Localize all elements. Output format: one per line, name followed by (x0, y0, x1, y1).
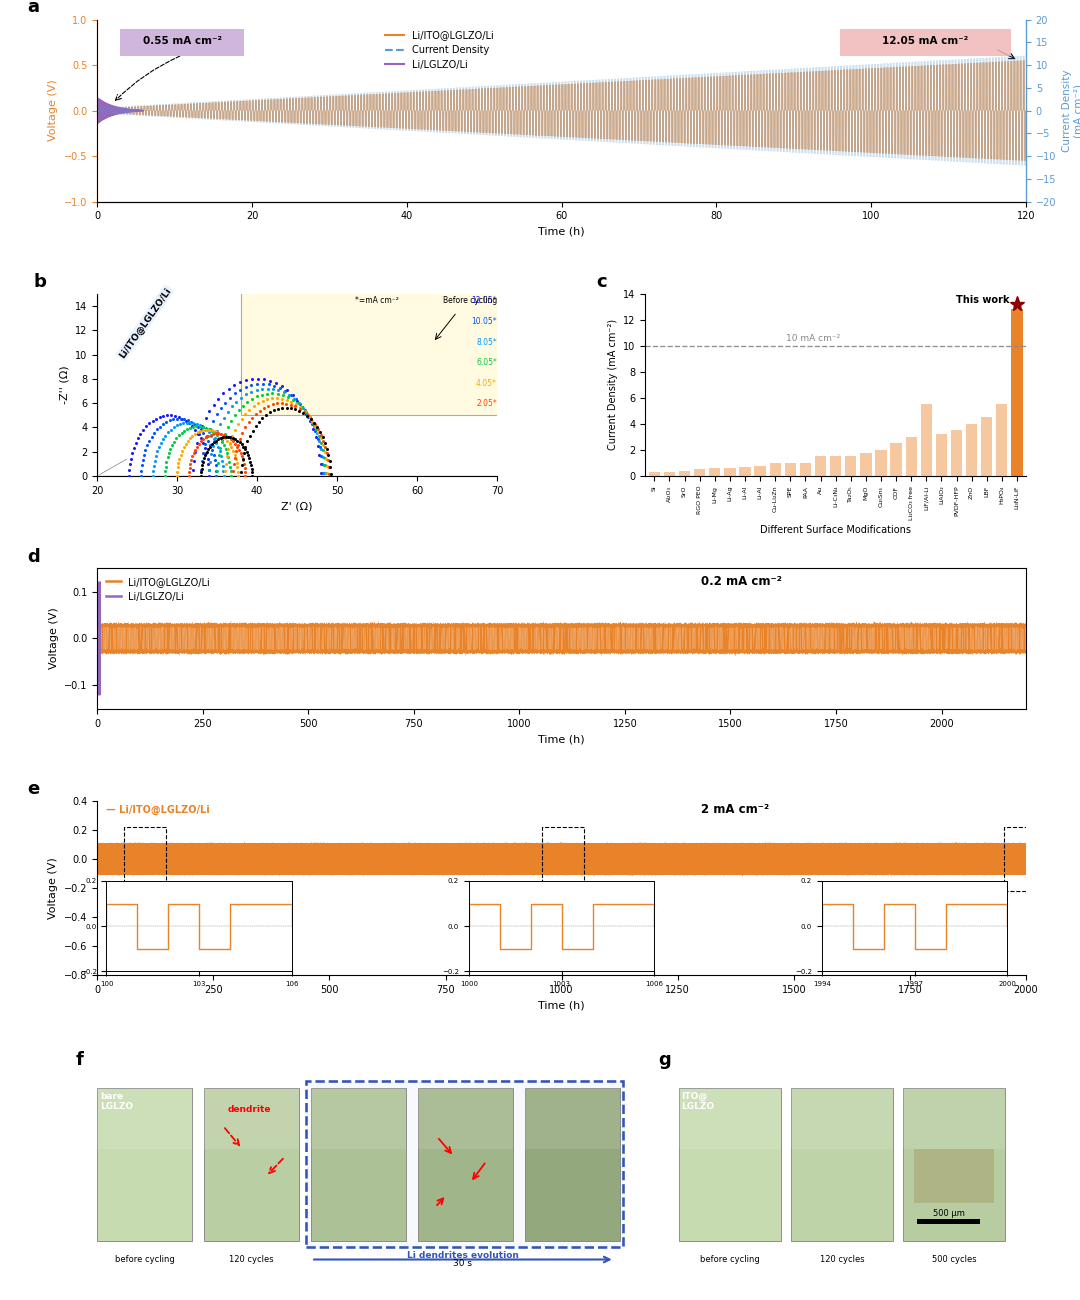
X-axis label: Time (h): Time (h) (538, 1000, 585, 1010)
Bar (121, 29, 244, 56)
X-axis label: Z' (Ω): Z' (Ω) (281, 502, 313, 511)
Bar (418, 1088, 513, 1242)
Text: Before cycling: Before cycling (443, 296, 497, 306)
Bar (904, 1088, 1005, 1242)
Bar (679, 1088, 781, 1242)
X-axis label: Different Surface Modifications: Different Surface Modifications (760, 525, 912, 536)
Bar (679, 1088, 781, 1149)
Bar (97, 1088, 192, 1149)
X-axis label: Time (h): Time (h) (538, 227, 585, 237)
Text: 6.05*: 6.05* (476, 359, 497, 367)
Bar (966, 424, 977, 476)
Legend: Li/ITO@LGLZO/Li, Current Density, Li/LGLZO/Li: Li/ITO@LGLZO/Li, Current Density, Li/LGL… (381, 26, 498, 74)
Bar (306, 1082, 623, 1247)
Text: 10.05*: 10.05* (471, 317, 497, 326)
Bar (845, 456, 856, 476)
Bar (904, 1088, 1005, 1149)
Text: g: g (659, 1050, 671, 1069)
Bar (917, 1219, 981, 1225)
Bar (664, 472, 675, 476)
Bar (725, 468, 735, 476)
Text: *=mA cm⁻²: *=mA cm⁻² (355, 296, 399, 306)
Text: d: d (28, 549, 40, 567)
Y-axis label: Current Density (mA cm⁻²): Current Density (mA cm⁻²) (608, 320, 618, 450)
Bar (890, 443, 902, 476)
Text: f: f (76, 1050, 83, 1069)
Text: 500 cycles: 500 cycles (932, 1256, 976, 1265)
Text: 12.05*: 12.05* (472, 296, 497, 306)
Bar (97, 1088, 192, 1242)
Text: bare
LGLZO: bare LGLZO (100, 1092, 133, 1112)
Bar (755, 465, 766, 476)
Text: a: a (28, 0, 40, 16)
Bar (418, 1088, 513, 1149)
Bar (710, 468, 720, 476)
Text: 0.55 mA cm⁻²: 0.55 mA cm⁻² (143, 36, 221, 47)
Y-axis label: Voltage (V): Voltage (V) (49, 857, 58, 919)
Bar (814, 456, 826, 476)
Text: dendrite: dendrite (228, 1105, 271, 1114)
Bar (311, 1088, 406, 1242)
Bar (996, 404, 1008, 476)
Text: 4.05*: 4.05* (476, 378, 497, 387)
Bar (829, 456, 841, 476)
Text: This work: This work (956, 295, 1010, 306)
Text: 0.2 mA cm⁻²: 0.2 mA cm⁻² (701, 575, 782, 588)
Text: 120 cycles: 120 cycles (820, 1256, 864, 1265)
Text: 8.05*: 8.05* (476, 338, 497, 347)
Bar (525, 1088, 620, 1149)
Text: 2 mA cm⁻²: 2 mA cm⁻² (701, 803, 769, 816)
Bar (694, 469, 705, 476)
Bar (792, 1088, 893, 1242)
Bar (306, 1082, 623, 1247)
X-axis label: Time (h): Time (h) (538, 734, 585, 744)
Bar (920, 404, 932, 476)
Text: 2.05*: 2.05* (476, 399, 497, 408)
Text: Li dendrites evolution: Li dendrites evolution (407, 1251, 518, 1260)
Text: before cycling: before cycling (114, 1256, 175, 1265)
Y-axis label: Current Density
(mA cm⁻²): Current Density (mA cm⁻²) (1062, 69, 1080, 152)
Bar (875, 450, 887, 476)
Text: e: e (28, 780, 40, 798)
Text: — Li/ITO@LGLZO/Li: — Li/ITO@LGLZO/Li (107, 805, 211, 815)
Bar (770, 463, 781, 476)
Bar (241, 287, 513, 415)
Bar (792, 1088, 893, 1149)
Bar (935, 434, 947, 476)
Text: before cycling: before cycling (700, 1256, 760, 1265)
Legend: Li/ITO@LGLZO/Li, Li/LGLZO/Li: Li/ITO@LGLZO/Li, Li/LGLZO/Li (103, 573, 214, 606)
Bar (1003, 827, 1045, 891)
Bar (905, 437, 917, 476)
Bar (542, 827, 584, 891)
Y-axis label: -Z'' (Ω): -Z'' (Ω) (59, 365, 69, 404)
Text: Li/ITO@LGLZO/Li: Li/ITO@LGLZO/Li (118, 286, 173, 360)
Text: 120 cycles: 120 cycles (229, 1256, 274, 1265)
Text: 30 s: 30 s (454, 1258, 472, 1267)
Bar (124, 827, 166, 891)
Text: ITO@
LGLZO: ITO@ LGLZO (681, 1092, 714, 1112)
Bar (204, 1088, 299, 1242)
Bar (800, 463, 811, 476)
Bar (649, 472, 660, 476)
Bar (840, 29, 1011, 56)
Text: 500 μm: 500 μm (933, 1209, 964, 1218)
Bar (1011, 309, 1023, 476)
Y-axis label: Voltage (V): Voltage (V) (49, 79, 58, 142)
Bar (914, 1149, 995, 1202)
Bar (204, 1088, 299, 1149)
Text: 12.05 mA cm⁻²: 12.05 mA cm⁻² (882, 36, 969, 47)
Bar (525, 1088, 620, 1242)
Bar (785, 463, 796, 476)
Bar (950, 430, 962, 476)
Bar (679, 471, 690, 476)
Bar (311, 1088, 406, 1149)
Text: c: c (596, 273, 606, 290)
Bar (981, 417, 993, 476)
Text: b: b (33, 273, 46, 290)
Bar (740, 467, 751, 476)
Bar (860, 452, 872, 476)
Text: 10 mA cm⁻²: 10 mA cm⁻² (786, 334, 840, 343)
Y-axis label: Voltage (V): Voltage (V) (49, 607, 58, 670)
